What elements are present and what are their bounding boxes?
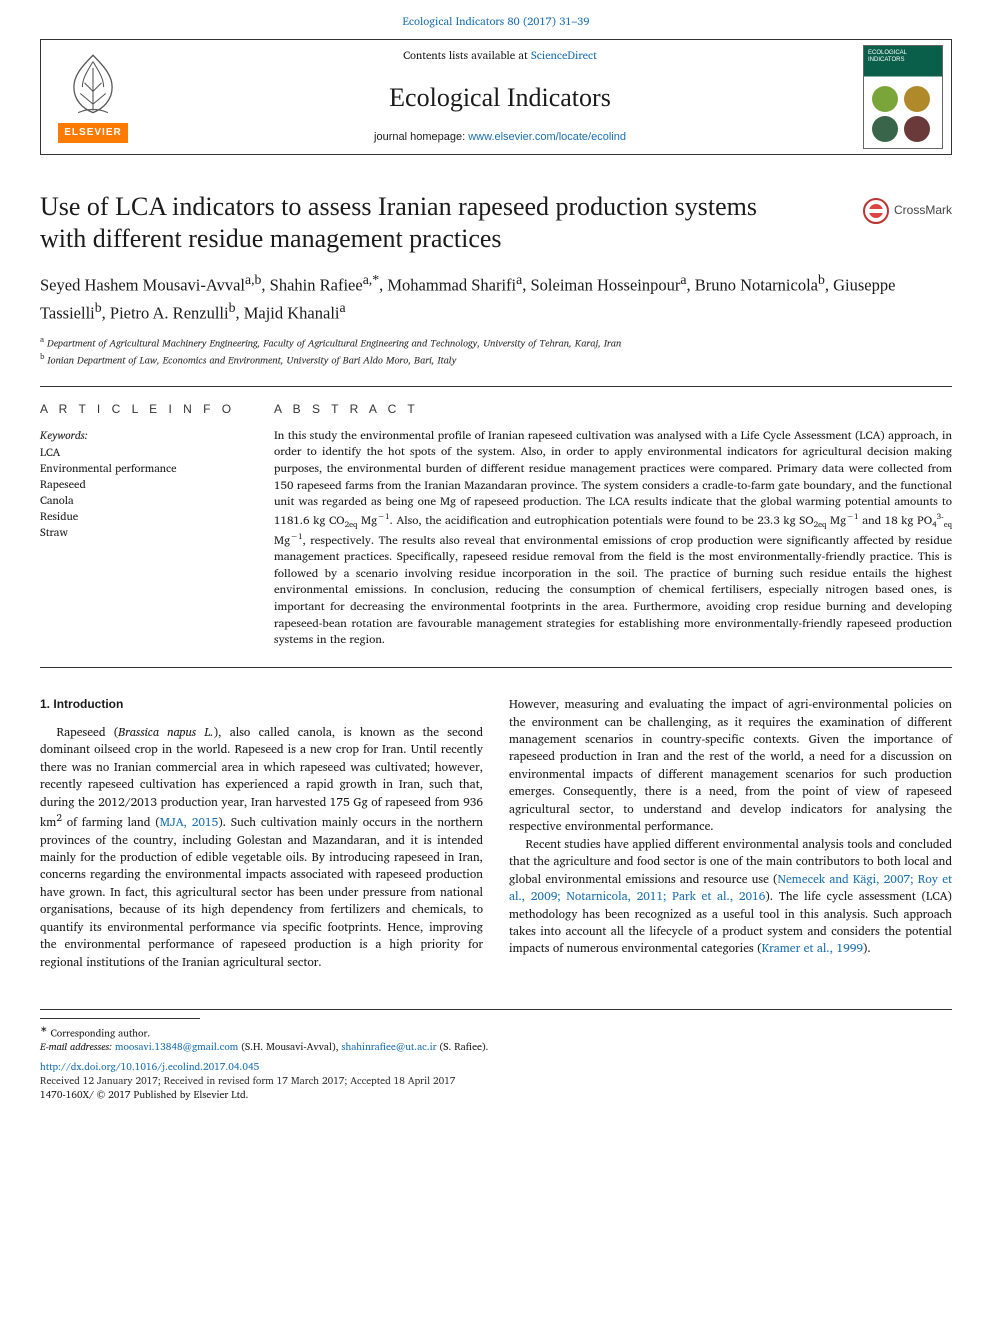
masthead: ELSEVIER Contents lists available at Sci… (40, 39, 952, 154)
publisher-brand: ELSEVIER (41, 40, 145, 153)
running-head-citation: Ecological Indicators 80 (2017) 31–39 (0, 0, 992, 39)
abstract-text: In this study the environmental profile … (274, 428, 952, 650)
affil-text: Department of Agricultural Machinery Eng… (47, 335, 621, 351)
issn-copyright: 1470-160X/ © 2017 Published by Elsevier … (40, 1088, 952, 1102)
article-title-block: CrossMark Use of LCA indicators to asses… (40, 191, 952, 256)
article-title: Use of LCA indicators to assess Iranian … (40, 191, 800, 256)
cover-title: ECOLOGICAL INDICATORS (868, 50, 942, 63)
journal-homepage-link[interactable]: www.elsevier.com/locate/ecolind (468, 131, 626, 143)
keyword-item: Residue (40, 509, 248, 525)
article-info-heading: A R T I C L E I N F O (40, 401, 248, 418)
author-email-who: (S. Rafiee) (440, 1039, 486, 1055)
section-title: Introduction (53, 697, 123, 711)
page-footer: ∗ Corresponding author. E-mail addresses… (40, 1009, 952, 1102)
crossmark-badge[interactable]: CrossMark (862, 197, 952, 225)
author-list: Seyed Hashem Mousavi-Avvala,b, Shahin Ra… (40, 270, 952, 327)
article-history: Received 12 January 2017; Received in re… (40, 1074, 952, 1088)
affiliation-list: a Department of Agricultural Machinery E… (40, 334, 952, 368)
contents-prefix: Contents lists available at (403, 46, 531, 64)
crossmark-label: CrossMark (894, 202, 952, 219)
email-line: E-mail addresses: moosavi.13848@gmail.co… (40, 1040, 952, 1054)
email-label: E-mail addresses: (40, 1039, 112, 1055)
keywords-label: Keywords: (40, 428, 248, 443)
affiliation-item: b Ionian Department of Law, Economics an… (40, 351, 952, 368)
journal-cover-thumb: ECOLOGICAL INDICATORS (855, 40, 951, 153)
keyword-item: Straw (40, 525, 248, 541)
homepage-prefix: journal homepage: (374, 131, 468, 143)
doi-link[interactable]: http://dx.doi.org/10.1016/j.ecolind.2017… (40, 1060, 952, 1074)
affiliation-item: a Department of Agricultural Machinery E… (40, 334, 952, 351)
running-head-link[interactable]: Ecological Indicators 80 (2017) 31–39 (403, 12, 590, 30)
article-body: 1. Introduction Rapeseed (Brassica napus… (40, 696, 952, 971)
divider (40, 667, 952, 668)
abstract-heading: A B S T R A C T (274, 401, 952, 418)
author-email-link[interactable]: shahinrafiee@ut.ac.ir (341, 1039, 436, 1055)
crossmark-icon (862, 197, 890, 225)
body-paragraph: However, measuring and evaluating the im… (509, 696, 952, 836)
corresponding-author-note: ∗ Corresponding author. (40, 1023, 952, 1040)
affil-marker: a (40, 332, 44, 346)
keywords-list: LCA Environmental performance Rapeseed C… (40, 445, 248, 541)
cover-image: ECOLOGICAL INDICATORS (863, 45, 943, 149)
affil-text: Ionian Department of Law, Economics and … (47, 352, 456, 368)
footnote-rule (40, 1018, 200, 1019)
elsevier-tree-icon (59, 51, 127, 119)
affil-marker: b (40, 349, 44, 363)
section-number: 1. (40, 697, 50, 711)
body-paragraph: Rapeseed (Brassica napus L.), also calle… (40, 724, 483, 971)
asterisk-icon: ∗ (40, 1021, 48, 1036)
article-info-col: A R T I C L E I N F O Keywords: LCA Envi… (40, 401, 248, 649)
author-email-link[interactable]: moosavi.13848@gmail.com (115, 1039, 238, 1055)
contents-line: Contents lists available at ScienceDirec… (145, 48, 855, 63)
sciencedirect-link[interactable]: ScienceDirect (531, 46, 597, 64)
abstract-col: A B S T R A C T In this study the enviro… (274, 401, 952, 649)
journal-name: Ecological Indicators (145, 80, 855, 116)
masthead-center: Contents lists available at ScienceDirec… (145, 40, 855, 153)
journal-homepage-line: journal homepage: www.elsevier.com/locat… (145, 130, 855, 145)
info-abstract-row: A R T I C L E I N F O Keywords: LCA Envi… (40, 401, 952, 649)
author-email-who: (S.H. Mousavi-Avval) (241, 1039, 336, 1055)
divider (40, 386, 952, 387)
body-paragraph: Recent studies have applied different en… (509, 836, 952, 958)
publisher-wordmark: ELSEVIER (58, 123, 127, 143)
section-heading: 1. Introduction (40, 696, 483, 714)
